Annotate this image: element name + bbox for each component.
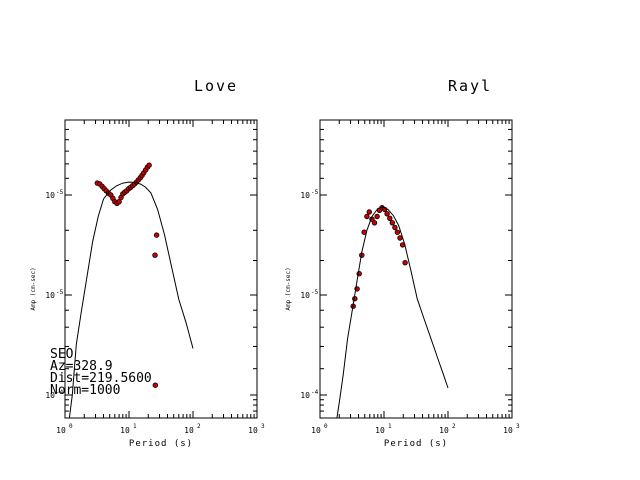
- station-info-line: Az=328.9: [50, 359, 113, 374]
- x-axis-label: Period (s): [129, 439, 193, 449]
- data-point: [394, 229, 401, 235]
- data-point: [389, 220, 395, 226]
- data-point: [153, 232, 160, 238]
- data-point: [387, 215, 393, 221]
- x-tick-exponent: 2: [197, 423, 201, 430]
- y-tick-label: 10: [300, 291, 310, 300]
- model-curve: [68, 181, 194, 418]
- y-tick-label: 10: [300, 391, 310, 400]
- x-tick-exponent: 0: [324, 423, 328, 430]
- chart-title: Love: [194, 77, 238, 95]
- data-point: [152, 252, 158, 258]
- x-tick-label: 10: [56, 426, 66, 435]
- x-tick-exponent: 3: [261, 423, 265, 430]
- plot-frame: [319, 119, 513, 419]
- data-point: [384, 211, 390, 217]
- data-point: [374, 213, 380, 220]
- y-axis-label: Amp (cm-sec): [30, 267, 37, 310]
- x-tick-exponent: 2: [452, 423, 456, 430]
- data-point: [152, 382, 158, 388]
- y-tick-label: 10: [45, 191, 55, 200]
- data-point: [364, 213, 370, 220]
- data-point: [392, 224, 398, 231]
- y-tick-exponent: -5: [311, 289, 319, 296]
- y-axis-label: Amp (cm-sec): [285, 267, 292, 310]
- x-tick-exponent: 0: [69, 423, 73, 430]
- x-tick-label: 10: [503, 426, 513, 435]
- data-point: [397, 235, 403, 241]
- x-tick-label: 10: [375, 426, 385, 435]
- chart-title: Rayl: [448, 77, 492, 95]
- x-tick-exponent: 1: [388, 423, 392, 430]
- y-tick-exponent: -5: [56, 289, 64, 296]
- data-point: [366, 209, 372, 215]
- data-point: [146, 162, 152, 168]
- x-tick-label: 10: [120, 426, 130, 435]
- data-point: [371, 220, 378, 226]
- x-tick-exponent: 1: [133, 423, 137, 430]
- station-info-line: Dist=219.5600: [50, 371, 152, 386]
- model-curve: [336, 206, 449, 418]
- y-tick-exponent: -4: [56, 389, 64, 396]
- y-tick-label: 10: [45, 391, 55, 400]
- x-tick-label: 10: [311, 426, 321, 435]
- x-axis-label: Period (s): [384, 439, 448, 449]
- x-tick-label: 10: [184, 426, 194, 435]
- x-tick-label: 10: [439, 426, 449, 435]
- y-tick-exponent: -5: [311, 189, 319, 196]
- data-point: [402, 260, 408, 266]
- x-tick-exponent: 3: [516, 423, 520, 430]
- station-info-line: SEO: [50, 347, 74, 362]
- y-tick-label: 10: [300, 191, 310, 200]
- y-tick-exponent: -5: [56, 189, 64, 196]
- x-tick-label: 10: [248, 426, 258, 435]
- y-tick-label: 10: [45, 291, 55, 300]
- station-info-line: Norm=1000: [50, 383, 120, 398]
- y-tick-exponent: -4: [311, 389, 319, 396]
- plot-frame: [64, 119, 258, 419]
